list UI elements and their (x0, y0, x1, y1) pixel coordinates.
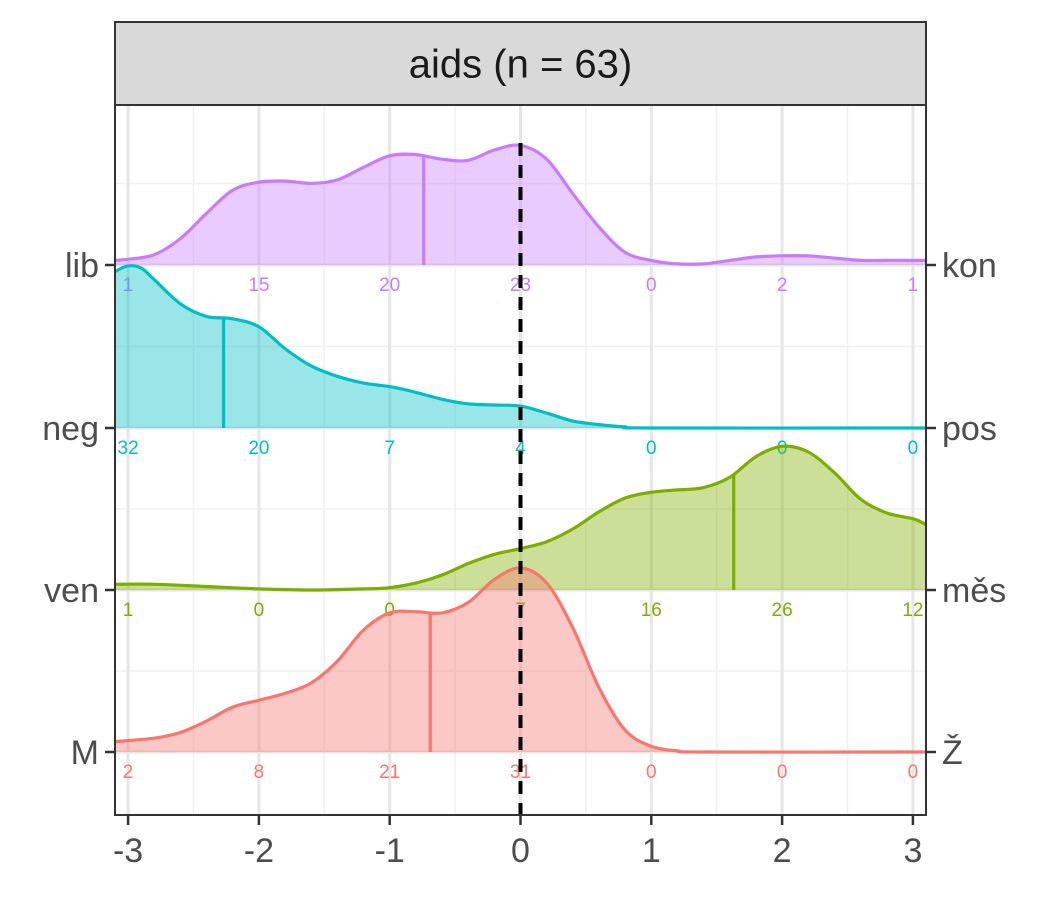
y-label-right: pos (942, 410, 997, 448)
count-label: 0 (646, 438, 657, 459)
count-label: 26 (772, 600, 793, 621)
count-label: 0 (908, 438, 919, 459)
x-tick-label: -3 (113, 832, 143, 870)
y-label-left: M (71, 734, 99, 772)
count-label: 0 (908, 762, 919, 783)
y-label-left: neg (42, 410, 99, 448)
count-label: 2 (123, 762, 134, 783)
count-label: 4 (515, 438, 526, 459)
count-label: 31 (510, 762, 531, 783)
count-label: 20 (248, 438, 269, 459)
count-label: 7 (384, 438, 395, 459)
x-tick-label: -1 (375, 832, 405, 870)
count-label: 12 (902, 600, 923, 621)
count-label: 0 (777, 438, 788, 459)
x-tick-label: 3 (903, 832, 922, 870)
x-tick-label: 0 (511, 832, 530, 870)
ridge-neg-pos: 32 20 7 4 0 0 0 (114, 264, 927, 459)
count-label: 21 (379, 762, 400, 783)
count-label: 0 (777, 762, 788, 783)
count-label: 1 (908, 275, 919, 296)
count-label: 2 (777, 275, 788, 296)
y-label-left: ven (44, 572, 99, 610)
count-label: 20 (379, 275, 400, 296)
ridge-lib-kon: 1152023021 (114, 143, 926, 296)
count-label: 32 (118, 438, 139, 459)
density-line (114, 444, 927, 592)
count-label: 0 (254, 600, 265, 621)
facet-strip-title: aids (n = 63) (409, 43, 632, 87)
count-label: 8 (254, 762, 265, 783)
count-label: 15 (248, 275, 269, 296)
count-label: 0 (646, 275, 657, 296)
count-label: 1 (123, 275, 134, 296)
x-tick-label: 1 (642, 832, 661, 870)
y-label-right: kon (942, 247, 997, 285)
count-label: 16 (641, 600, 662, 621)
x-tick-label: -2 (244, 832, 274, 870)
density-line (114, 264, 927, 430)
facet-strip (114, 21, 927, 106)
count-label: 1 (123, 600, 134, 621)
density-area (115, 145, 926, 265)
density-area (115, 265, 926, 429)
y-label-right: měs (942, 572, 1006, 610)
y-label-left: lib (65, 247, 99, 285)
x-tick-label: 2 (773, 832, 792, 870)
count-label: 0 (646, 762, 657, 783)
density-line (114, 566, 927, 754)
y-label-right: Ž (942, 734, 963, 772)
count-label: 0 (384, 600, 395, 621)
